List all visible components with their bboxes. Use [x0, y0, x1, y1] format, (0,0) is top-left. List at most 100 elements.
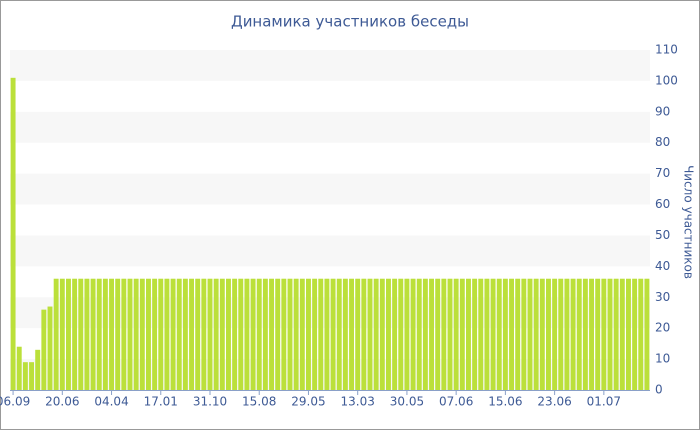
bar: [533, 278, 539, 390]
bar: [441, 278, 447, 390]
bar: [22, 362, 28, 390]
bar: [84, 278, 90, 390]
y-tick-label: 60: [655, 197, 670, 211]
bar: [219, 278, 225, 390]
bar: [361, 278, 367, 390]
bar: [478, 278, 484, 390]
bar: [226, 278, 231, 390]
bar: [459, 278, 465, 390]
bar: [509, 278, 514, 390]
bar: [90, 278, 96, 390]
bar: [386, 278, 391, 390]
y-tick-label: 20: [655, 321, 670, 335]
x-tick-label: 01.07: [587, 395, 621, 409]
bar: [607, 278, 613, 390]
bar: [275, 278, 281, 390]
plot-band: [10, 111, 650, 143]
bar: [601, 278, 607, 390]
bar: [349, 278, 354, 390]
bar: [287, 278, 293, 390]
bar: [570, 278, 576, 390]
bar: [269, 278, 274, 390]
y-tick-label: 90: [655, 104, 670, 118]
bar: [422, 278, 428, 390]
bar: [626, 278, 631, 390]
bar: [16, 346, 22, 390]
chart-title: Динамика участников беседы: [231, 13, 469, 31]
bar: [564, 278, 570, 390]
bar: [195, 278, 201, 390]
bar: [281, 278, 287, 390]
y-tick-label: 30: [655, 290, 670, 304]
bar: [472, 278, 478, 390]
bar: [29, 362, 34, 390]
bar: [466, 278, 471, 390]
bar: [312, 278, 318, 390]
bar: [244, 278, 250, 390]
bar: [41, 309, 47, 390]
bar: [502, 278, 508, 390]
bar: [115, 278, 121, 390]
bar: [330, 278, 336, 390]
bar: [527, 278, 533, 390]
x-tick-label: 30.05: [390, 395, 424, 409]
bar: [632, 278, 638, 390]
bar: [78, 278, 84, 390]
bar: [490, 278, 496, 390]
bar: [96, 278, 102, 390]
bar: [484, 278, 490, 390]
bar: [558, 278, 564, 390]
bar: [232, 278, 238, 390]
bar: [429, 278, 434, 390]
bar: [66, 278, 71, 390]
bar: [256, 278, 262, 390]
y-tick-label: 0: [655, 383, 663, 397]
bar: [262, 278, 268, 390]
bar: [336, 278, 342, 390]
bar: [539, 278, 545, 390]
bar: [576, 278, 582, 390]
plot-band: [10, 173, 650, 205]
bar: [133, 278, 139, 390]
bar: [355, 278, 361, 390]
bar: [213, 278, 219, 390]
y-tick-label: 10: [655, 352, 670, 366]
y-tick-label: 50: [655, 228, 670, 242]
bar: [404, 278, 410, 390]
bar: [582, 278, 588, 390]
x-tick-label: 13.03: [341, 395, 375, 409]
x-tick-label: 23.06: [537, 395, 571, 409]
bar: [109, 278, 114, 390]
x-tick-label: 29.05: [291, 395, 325, 409]
bar: [158, 278, 164, 390]
bar: [453, 278, 459, 390]
bar: [306, 278, 311, 390]
bar: [299, 278, 305, 390]
x-tick-label: 07.06: [439, 395, 473, 409]
bar: [318, 278, 324, 390]
plot-band: [10, 50, 650, 81]
bar: [152, 278, 158, 390]
y-tick-label: 40: [655, 259, 670, 273]
bar: [613, 278, 619, 390]
bar: [447, 278, 453, 390]
bar: [392, 278, 398, 390]
x-tick-label: 04.04: [94, 395, 128, 409]
y-tick-label: 100: [655, 73, 678, 87]
bar: [595, 278, 601, 390]
bar: [59, 278, 65, 390]
bar: [139, 278, 145, 390]
bar: [589, 278, 594, 390]
bar: [121, 278, 127, 390]
bar: [189, 278, 194, 390]
bar: [293, 278, 299, 390]
bar: [182, 278, 188, 390]
bar: [146, 278, 151, 390]
bar: [127, 278, 133, 390]
bar: [53, 278, 59, 390]
bar: [496, 278, 502, 390]
bar: [10, 77, 16, 391]
bar: [552, 278, 558, 390]
